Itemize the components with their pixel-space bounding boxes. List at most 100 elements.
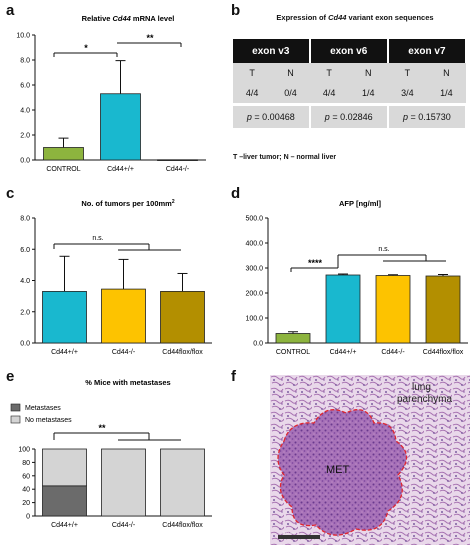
panel-label-f: f bbox=[231, 368, 236, 385]
legend-label-metastases: Metastases bbox=[25, 405, 61, 412]
y-tick-label: 10.0 bbox=[16, 33, 30, 40]
bar bbox=[375, 275, 411, 344]
bar bbox=[100, 93, 141, 161]
p-value-cell: p = 0.00468 bbox=[233, 104, 311, 128]
table-title: Expression of Cd44 variant exon sequence… bbox=[276, 13, 434, 22]
sig-d2: n.s. bbox=[378, 246, 389, 253]
chart-c-title: No. of tumors per 100mm2 bbox=[81, 199, 174, 208]
y-tick-label: 4.0 bbox=[20, 278, 30, 285]
bar bbox=[425, 275, 461, 344]
chart-d-title: AFP [ng/ml] bbox=[339, 199, 381, 208]
bar bbox=[160, 291, 205, 344]
y-tick-label: 8.0 bbox=[20, 216, 30, 223]
tn-cell: N bbox=[426, 63, 466, 83]
y-tick-label: 6.0 bbox=[20, 247, 30, 254]
table-note: T –liver tumor; N – normal liver bbox=[233, 154, 337, 161]
stacked-bar-segment bbox=[101, 448, 146, 517]
sig-c: n.s. bbox=[92, 235, 103, 242]
y-tick-label: 2.0 bbox=[20, 309, 30, 316]
stacked-bar-segment bbox=[42, 485, 87, 517]
exon-header: exon v6 bbox=[309, 39, 389, 63]
chart-e-title: % Mice with metastases bbox=[85, 378, 170, 387]
p-value-cell: p = 0.15730 bbox=[387, 104, 468, 128]
scale-bar bbox=[278, 535, 320, 539]
histology-label-parenchyma: parenchyma bbox=[397, 394, 452, 405]
stacked-bar-segment bbox=[42, 448, 87, 487]
x-tick-label: Cd44+/+ bbox=[107, 166, 134, 173]
x-tick-label: Cd44-/- bbox=[112, 349, 136, 356]
histology-image: lung parenchyma MET 250 µm bbox=[270, 375, 470, 545]
y-tick-label: 400.0 bbox=[245, 241, 263, 248]
y-tick-label: 0.0 bbox=[20, 341, 30, 348]
x-tick-label: Cd44+/+ bbox=[51, 522, 78, 529]
bar bbox=[325, 274, 361, 344]
x-tick-label: Cd44-/- bbox=[381, 349, 405, 356]
y-tick-label: 8.0 bbox=[20, 58, 30, 65]
chart-c: No. of tumors per 100mm2 0.0 2.0 4.0 6.0 8.0… bbox=[20, 199, 212, 356]
bar bbox=[275, 333, 311, 344]
panel-label-c: c bbox=[6, 185, 15, 202]
x-tick-label: Cd44flox/flox bbox=[162, 349, 203, 356]
bar bbox=[101, 288, 146, 344]
y-tick-label: 40 bbox=[22, 487, 30, 494]
y-tick-label: 2.0 bbox=[20, 133, 30, 140]
y-tick-label: 200.0 bbox=[245, 291, 263, 298]
legend-label-no-metastases: No metastases bbox=[25, 417, 72, 424]
exon-table: exon v3 exon v6 exon v7 T N T N T N 4/4 … bbox=[233, 39, 468, 128]
x-tick-label: Cd44-/- bbox=[112, 522, 136, 529]
panel-label-a: a bbox=[6, 2, 15, 19]
y-tick-label: 4.0 bbox=[20, 108, 30, 115]
exon-header: exon v7 bbox=[387, 39, 468, 63]
y-tick-label: 6.0 bbox=[20, 83, 30, 90]
p-value-cell: p = 0.02846 bbox=[309, 104, 389, 128]
y-tick-label: 300.0 bbox=[245, 266, 263, 273]
sig-a2: ** bbox=[146, 33, 154, 43]
value-cell: 0/4 bbox=[271, 83, 310, 106]
chart-a: Relative Cd44 mRNA level 0.0 2.0 4.0 6.0 8.0… bbox=[16, 14, 206, 173]
tn-cell: T bbox=[233, 63, 272, 83]
chart-e: % Mice with metastases Metastases No met… bbox=[10, 378, 212, 529]
y-tick-label: 60 bbox=[22, 473, 30, 480]
y-tick-label: 500.0 bbox=[245, 216, 263, 223]
x-tick-label: Cd44flox/flox bbox=[423, 349, 464, 356]
y-tick-label: 80 bbox=[22, 460, 30, 467]
legend-swatch-metastases bbox=[10, 403, 21, 412]
stacked-bar-segment bbox=[160, 448, 205, 517]
chart-a-title: Relative Cd44 mRNA level bbox=[82, 14, 175, 23]
y-tick-label: 0.0 bbox=[253, 341, 263, 348]
panel-label-e: e bbox=[6, 368, 15, 385]
x-tick-label: Cd44flox/flox bbox=[162, 522, 203, 529]
x-tick-label: CONTROL bbox=[276, 349, 310, 356]
bar bbox=[43, 147, 84, 161]
y-tick-label: 100 bbox=[18, 447, 30, 454]
sig-a1: * bbox=[84, 43, 88, 53]
chart-d: AFP [ng/ml] 0.0 100.0 200.0 300.0 400.0 500.0… bbox=[245, 199, 468, 356]
tn-cell: N bbox=[348, 63, 388, 83]
histology-label-lung: lung bbox=[412, 382, 431, 393]
y-tick-label: 20 bbox=[22, 500, 30, 507]
metastasis-region bbox=[277, 409, 408, 536]
value-cell: 4/4 bbox=[233, 83, 272, 106]
y-tick-label: 100.0 bbox=[245, 316, 263, 323]
value-cell: 1/4 bbox=[426, 83, 466, 106]
y-tick-label: 0.0 bbox=[20, 158, 30, 165]
y-tick-label: 0 bbox=[26, 514, 30, 521]
x-tick-label: CONTROL bbox=[46, 166, 80, 173]
tn-cell: N bbox=[271, 63, 310, 83]
sig-e: ** bbox=[98, 423, 106, 433]
panel-label-d: d bbox=[231, 185, 241, 202]
tn-cell: T bbox=[309, 63, 349, 83]
tn-cell: T bbox=[387, 63, 427, 83]
value-cell: 4/4 bbox=[309, 83, 349, 106]
histology-label-met: MET bbox=[326, 464, 350, 476]
bar bbox=[157, 159, 198, 161]
bar bbox=[42, 291, 87, 344]
value-cell: 3/4 bbox=[387, 83, 427, 106]
scale-bar-label: 250 µm bbox=[282, 530, 296, 535]
value-cell: 1/4 bbox=[348, 83, 388, 106]
exon-header: exon v3 bbox=[233, 39, 311, 63]
panel-label-b: b bbox=[231, 2, 241, 19]
x-tick-label: Cd44+/+ bbox=[330, 349, 357, 356]
x-tick-label: Cd44+/+ bbox=[51, 349, 78, 356]
sig-d1: **** bbox=[308, 258, 323, 268]
